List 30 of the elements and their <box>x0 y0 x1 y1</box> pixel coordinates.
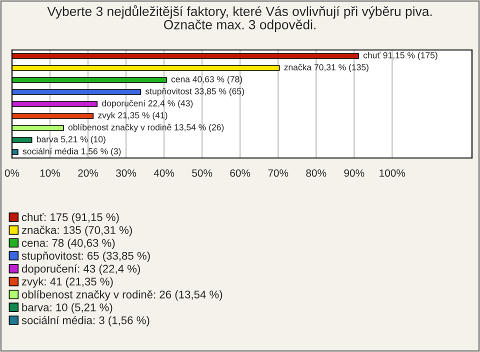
data-label: značka 70,31 % (135) <box>284 64 368 72</box>
legend-label: zvyk: 41 (21,35 %) <box>22 277 113 288</box>
legend-label: stupňovitost: 65 (33,85 %) <box>22 252 150 262</box>
data-label: cena 40,63 % (78) <box>171 76 242 84</box>
data-label: doporučení 22,4 % (43) <box>102 100 193 108</box>
x-tick-label: 10% <box>40 169 60 177</box>
x-tick-label: 60% <box>230 169 250 177</box>
legend-label: barva: 10 (5,21 %) <box>22 303 112 314</box>
chart-title: Vyberte 3 nejdůležitější faktory, které Vás ovlivňují při výběru piva. Označte max. 3 odpovědi. <box>47 5 432 32</box>
legend-label: cena: 78 (40,63 %) <box>22 238 115 250</box>
data-label: zvyk 21,35 % (41) <box>98 112 168 120</box>
x-tick-label: 100% <box>380 169 406 177</box>
x-tick-label: 80% <box>306 169 326 177</box>
x-tick-label: 90% <box>344 169 364 177</box>
x-tick-label: 30% <box>116 169 136 177</box>
x-tick-label: 40% <box>154 169 174 177</box>
legend-label: oblíbenost značky v rodině: 26 (13,54 %) <box>22 290 222 301</box>
data-label: sociální média 1,56 % (3) <box>22 148 121 156</box>
data-label: oblíbenost značky v rodině 13,54 % (26) <box>68 124 224 132</box>
data-label: barva 5,21 % (10) <box>36 136 106 144</box>
legend-label: značka: 135 (70,31 %) <box>22 226 132 236</box>
data-label: chuť 91,15 % (175) <box>363 52 438 60</box>
x-tick-label: 20% <box>78 169 98 177</box>
legend-label: doporučení: 43 (22,4 %) <box>22 264 140 275</box>
legend-label: chuť: 175 (91,15 %) <box>22 212 119 224</box>
data-label: stupňovitost 33,85 % (65) <box>145 88 244 96</box>
legend-label: sociální média: 3 (1,56 %) <box>22 316 150 326</box>
x-tick-label: 0% <box>4 169 20 177</box>
x-tick-label: 50% <box>192 169 212 177</box>
x-tick-label: 70% <box>268 169 288 177</box>
